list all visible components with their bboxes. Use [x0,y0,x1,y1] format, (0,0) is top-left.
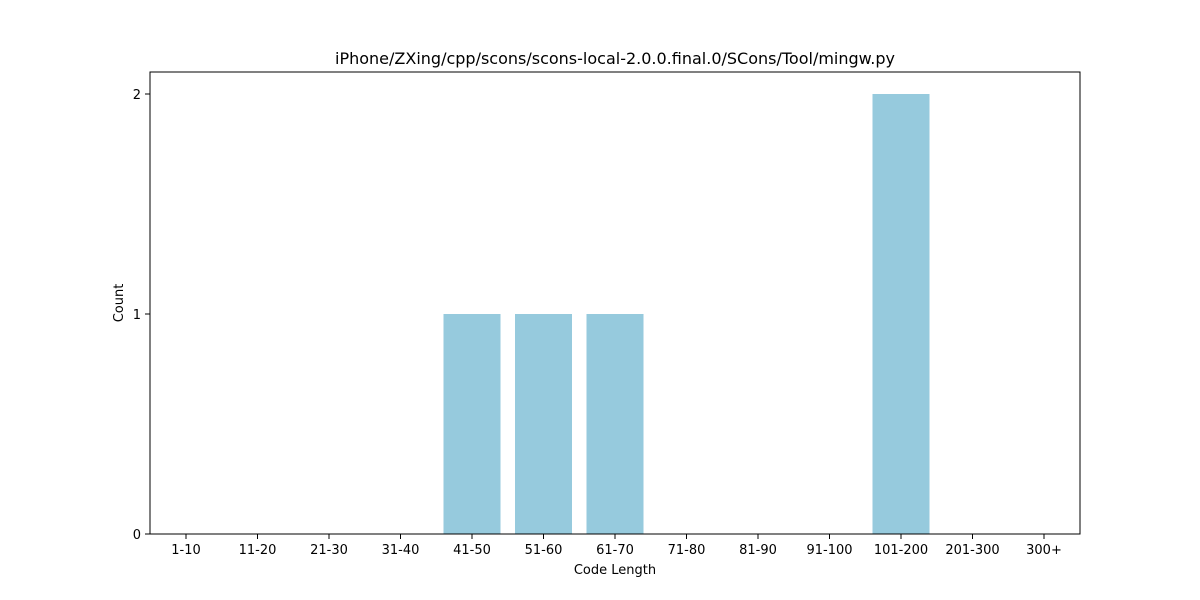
x-tick-label: 81-90 [739,543,777,558]
x-tick-label: 201-300 [945,543,999,558]
x-axis-ticks: 1-10 11-20 21-30 31-40 41-50 51-60 61-70 71-80 8… [171,534,1062,558]
x-tick-label: 101-200 [874,543,928,558]
y-axis-label: Count [112,284,127,323]
y-tick-label: 1 [133,308,141,323]
bar-41-50 [443,314,501,534]
chart-title: iPhone/ZXing/cpp/scons/scons-local-2.0.0… [335,49,895,68]
bar-61-70 [586,314,644,534]
y-tick-label: 2 [133,88,141,103]
x-tick-label: 21-30 [310,543,348,558]
x-tick-label: 31-40 [382,543,420,558]
bars-group [443,94,930,534]
bar-51-60 [515,314,572,534]
bar-101-200 [872,94,930,534]
x-tick-label: 1-10 [171,543,201,558]
x-tick-label: 41-50 [453,543,491,558]
x-axis-label: Code Length [574,563,656,578]
x-tick-label: 11-20 [239,543,277,558]
x-tick-label: 300+ [1026,543,1062,558]
y-axis-ticks: 0 1 2 [133,88,150,543]
x-tick-label: 91-100 [806,543,852,558]
x-tick-label: 71-80 [668,543,706,558]
x-tick-label: 51-60 [525,543,563,558]
x-tick-label: 61-70 [596,543,634,558]
y-tick-label: 0 [133,528,141,543]
